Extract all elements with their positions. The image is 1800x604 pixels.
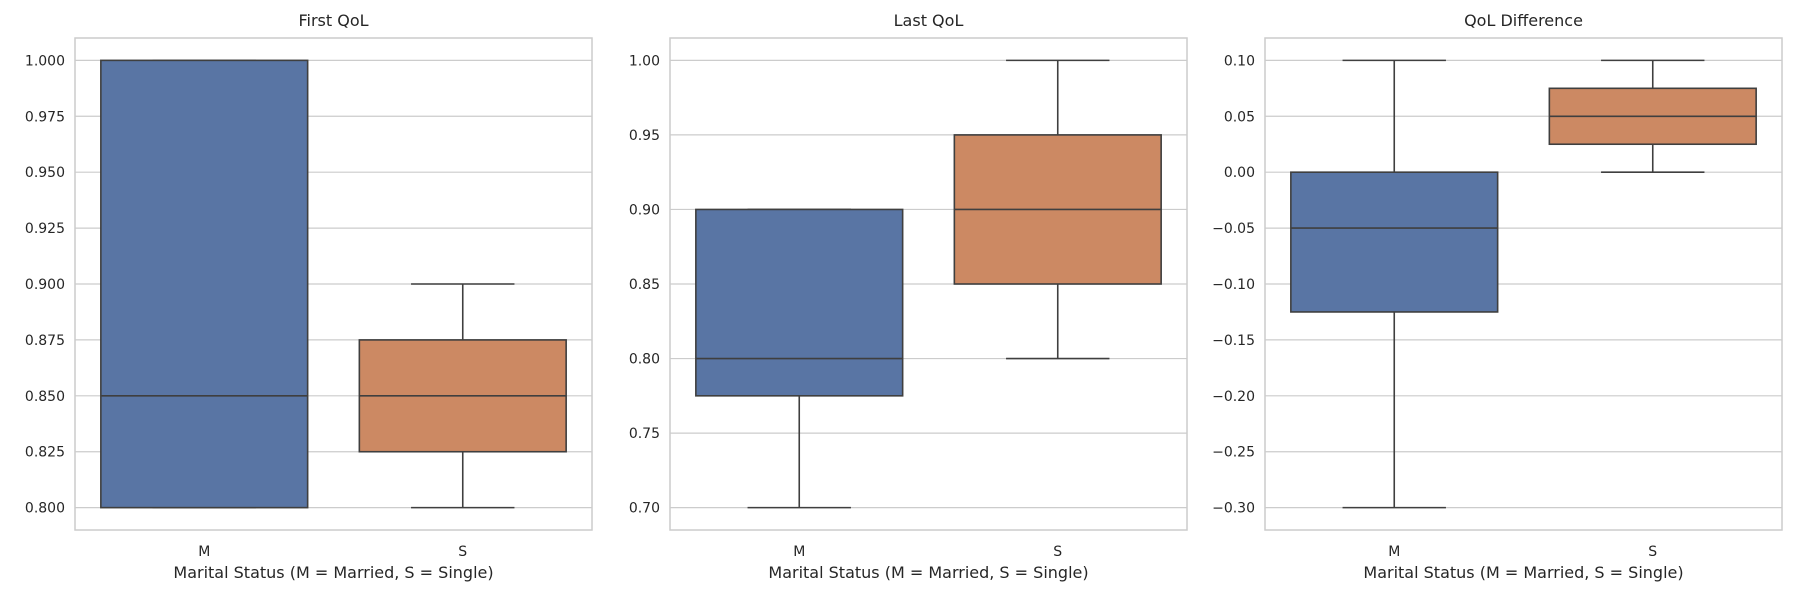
y-tick-label: 0.800 — [25, 501, 65, 517]
y-tick-label: 0.875 — [25, 333, 65, 349]
chart-title: First QoL — [298, 11, 368, 30]
box-m — [695, 208, 904, 397]
y-tick-label: −0.25 — [1212, 445, 1255, 461]
y-tick-label: 0.70 — [629, 501, 660, 517]
x-tick-label: S — [1648, 544, 1657, 560]
chart-panel-1: 0.800 0.825 0.850 0.875 0.900 0.925 0.950 0.975… — [25, 11, 593, 582]
x-tick-label: M — [793, 544, 805, 560]
x-tick-label: M — [1388, 544, 1400, 560]
plot-frame — [74, 37, 593, 531]
y-tick-label: 0.850 — [25, 389, 65, 405]
x-tick-label: M — [198, 544, 210, 560]
box-m — [1290, 171, 1499, 313]
y-tick-label: −0.10 — [1212, 277, 1255, 293]
y-tick-label: 1.000 — [25, 53, 65, 69]
y-tick-label: 0.950 — [25, 165, 65, 181]
plot-frame — [1264, 37, 1783, 531]
chart-title: QoL Difference — [1464, 11, 1583, 30]
x-tick-label: S — [458, 544, 467, 560]
y-tick-label: 0.80 — [629, 352, 660, 368]
y-tick-label: 0.95 — [629, 128, 660, 144]
y-tick-label: 0.90 — [629, 202, 660, 218]
x-axis-label: Marital Status (M = Married, S = Single) — [173, 563, 493, 582]
chart-title: Last QoL — [894, 11, 964, 30]
y-tick-label: 0.85 — [629, 277, 660, 293]
y-tick-label: −0.20 — [1212, 389, 1255, 405]
y-tick-label: 1.00 — [629, 53, 660, 69]
y-tick-label: 0.05 — [1224, 109, 1255, 125]
y-tick-label: 0.900 — [25, 277, 65, 293]
chart-panel-3: −0.30 −0.25 −0.20 −0.15 −0.10 −0.05 0.00 0.05 0.… — [1212, 11, 1783, 582]
y-tick-label: 0.975 — [25, 109, 65, 125]
y-tick-label: 0.75 — [629, 426, 660, 442]
x-axis-label: Marital Status (M = Married, S = Single) — [1363, 563, 1683, 582]
y-tick-label: −0.05 — [1212, 221, 1255, 237]
y-tick-label: 0.10 — [1224, 53, 1255, 69]
y-tick-label: −0.30 — [1212, 501, 1255, 517]
x-tick-label: S — [1053, 544, 1062, 560]
y-tick-label: 0.00 — [1224, 165, 1255, 181]
plot-frame — [669, 37, 1188, 531]
y-tick-label: −0.15 — [1212, 333, 1255, 349]
y-tick-label: 0.825 — [25, 445, 65, 461]
box-m — [100, 59, 309, 509]
chart-panel-2: 0.70 0.75 0.80 0.85 0.90 0.95 1.00 M S Last QoL Ma… — [629, 11, 1188, 582]
x-axis-label: Marital Status (M = Married, S = Single) — [768, 563, 1088, 582]
y-tick-label: 0.925 — [25, 221, 65, 237]
